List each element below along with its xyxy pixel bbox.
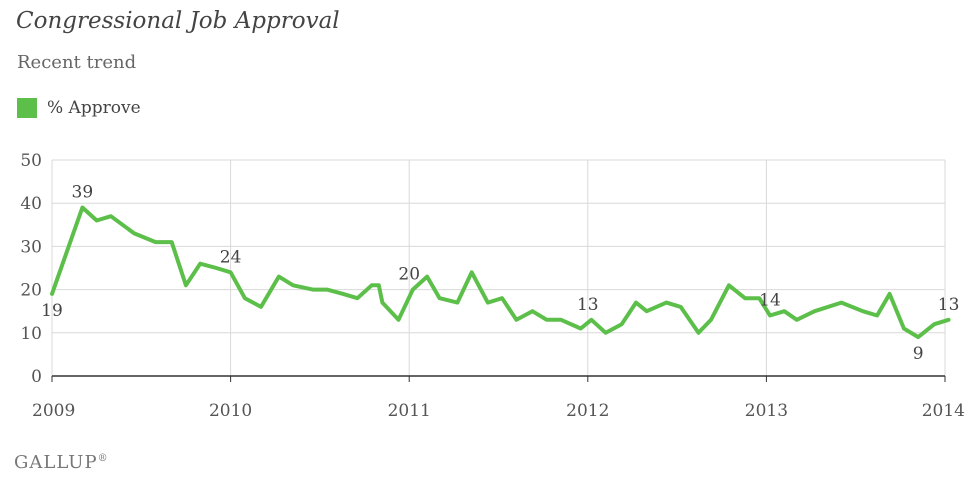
x-tick-label: 2014 (922, 401, 965, 421)
chart-title: Congressional Job Approval (16, 8, 340, 34)
x-tick-label: 2013 (745, 401, 788, 421)
legend-swatch (17, 98, 37, 118)
chart-legend: % Approve (17, 98, 141, 118)
data-label: 20 (398, 265, 420, 285)
data-label: 14 (759, 291, 781, 311)
chart-subtitle: Recent trend (17, 52, 137, 73)
x-tick-label: 2009 (32, 401, 75, 421)
y-tick-label: 40 (20, 194, 42, 214)
data-label: 19 (41, 301, 63, 321)
y-tick-label: 30 (20, 237, 42, 257)
gallup-logo-text: GALLUP (14, 452, 98, 473)
y-tick-label: 10 (20, 324, 42, 344)
legend-label: % Approve (47, 98, 141, 118)
y-tick-label: 50 (20, 151, 42, 171)
x-tick-label: 2011 (388, 401, 431, 421)
x-tick-label: 2010 (209, 401, 252, 421)
data-label: 39 (72, 183, 94, 203)
gallup-registered-mark: ® (97, 453, 109, 464)
series-line-approve (50, 205, 951, 340)
data-label: 13 (938, 295, 960, 315)
y-tick-label: 20 (20, 281, 42, 301)
data-label: 24 (220, 247, 242, 267)
data-label: 9 (913, 344, 924, 364)
gallup-logo: GALLUP® (14, 452, 109, 473)
y-tick-label: 0 (31, 367, 42, 387)
x-tick-label: 2012 (566, 401, 609, 421)
data-label: 13 (577, 295, 599, 315)
